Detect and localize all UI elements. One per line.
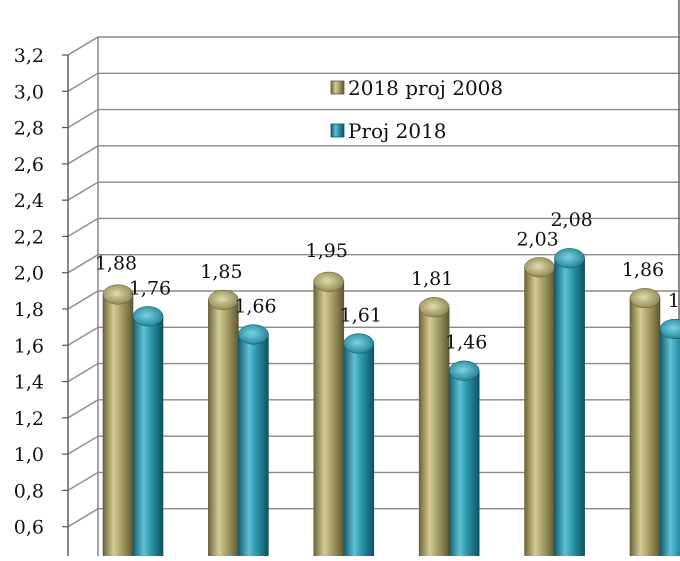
legend-label-series2: Proj 2018 [348, 119, 447, 143]
y-tick-label: 0,6 [14, 517, 44, 539]
data-label-series2-2: 1,66 [234, 295, 276, 317]
data-label-series2-4: 1,46 [445, 332, 487, 354]
data-label-series2-3: 1,61 [340, 304, 382, 326]
data-label-series1-2: 1,85 [200, 261, 242, 283]
y-tick-label: 2,8 [14, 118, 44, 140]
bar-series2-3 [343, 333, 375, 561]
data-label-series1-4: 1,81 [411, 268, 453, 290]
y-tick-label: 2,6 [14, 154, 44, 176]
data-label-series1-3: 1,95 [306, 240, 348, 262]
y-tick-label: 3,0 [14, 81, 44, 103]
legend: 2018 proj 2008 Proj 2018 [330, 76, 503, 143]
data-label-series1-1: 1,88 [95, 252, 137, 274]
bar-series2-5 [554, 248, 585, 561]
y-tick-label: 0,8 [14, 480, 44, 502]
bar-series2-6 [659, 318, 680, 561]
legend-swatch-series2 [330, 123, 345, 138]
y-tick-label: 1,4 [14, 372, 44, 394]
data-label-series1-5: 2,03 [516, 228, 558, 250]
y-tick-label: 2,0 [14, 263, 44, 285]
bar-series1-5 [524, 257, 555, 561]
y-tick-label: 1,6 [14, 335, 44, 357]
bar-series1-6 [629, 288, 661, 561]
bar-series1-1 [102, 284, 134, 561]
y-tick-label: 1,2 [14, 408, 44, 430]
bar-series2-4 [448, 360, 480, 561]
y-tick-label: 1,8 [14, 299, 44, 321]
bar-series2-2 [238, 324, 269, 561]
y-tick-label: 2,2 [14, 226, 44, 248]
data-label-series1-6: 1,86 [622, 259, 664, 281]
bar-series1-3 [313, 271, 345, 561]
bar-series2-1 [132, 306, 164, 561]
bar-series1-4 [418, 297, 450, 561]
data-label-series2-1: 1,76 [129, 277, 171, 299]
bar-series1-2 [208, 289, 239, 561]
y-tick-label: 1,0 [14, 444, 44, 466]
data-label-series2-5: 2,08 [550, 209, 592, 231]
legend-swatch-series1 [330, 80, 345, 95]
legend-label-series1: 2018 proj 2008 [348, 76, 503, 100]
data-label-series2-6: 1, [668, 290, 680, 312]
y-tick-label: 2,4 [14, 190, 44, 212]
y-tick-label: 3,2 [14, 45, 44, 67]
